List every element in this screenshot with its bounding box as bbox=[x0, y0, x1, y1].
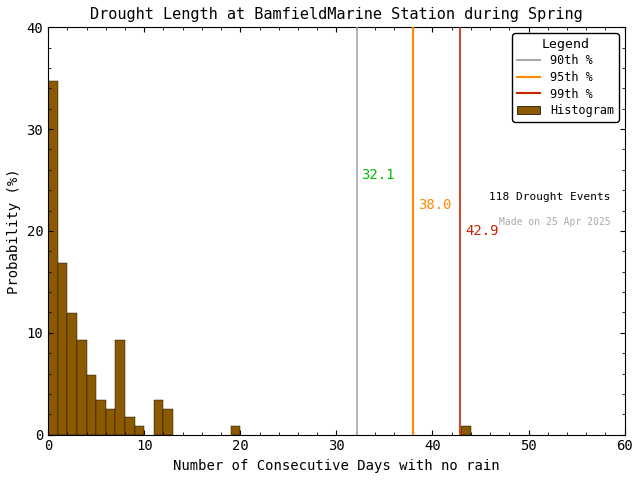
Bar bbox=[86, 374, 96, 434]
Text: 42.9: 42.9 bbox=[465, 224, 499, 238]
Bar bbox=[77, 340, 86, 434]
Bar bbox=[58, 263, 67, 434]
Bar bbox=[230, 427, 240, 434]
Bar bbox=[96, 400, 106, 434]
Text: 118 Drought Events: 118 Drought Events bbox=[489, 192, 611, 202]
Bar bbox=[115, 340, 125, 434]
Bar bbox=[134, 427, 144, 434]
Bar bbox=[154, 400, 163, 434]
Bar bbox=[461, 427, 471, 434]
Y-axis label: Probability (%): Probability (%) bbox=[7, 168, 21, 294]
Text: Made on 25 Apr 2025: Made on 25 Apr 2025 bbox=[499, 216, 611, 227]
Bar bbox=[163, 409, 173, 434]
Legend: 90th %, 95th %, 99th %, Histogram: 90th %, 95th %, 99th %, Histogram bbox=[512, 33, 619, 122]
X-axis label: Number of Consecutive Days with no rain: Number of Consecutive Days with no rain bbox=[173, 459, 500, 473]
Bar bbox=[106, 409, 115, 434]
Title: Drought Length at BamfieldMarine Station during Spring: Drought Length at BamfieldMarine Station… bbox=[90, 7, 583, 22]
Bar bbox=[125, 417, 134, 434]
Text: 32.1: 32.1 bbox=[362, 168, 395, 182]
Bar bbox=[48, 81, 58, 434]
Text: 38.0: 38.0 bbox=[418, 199, 452, 213]
Bar bbox=[67, 313, 77, 434]
